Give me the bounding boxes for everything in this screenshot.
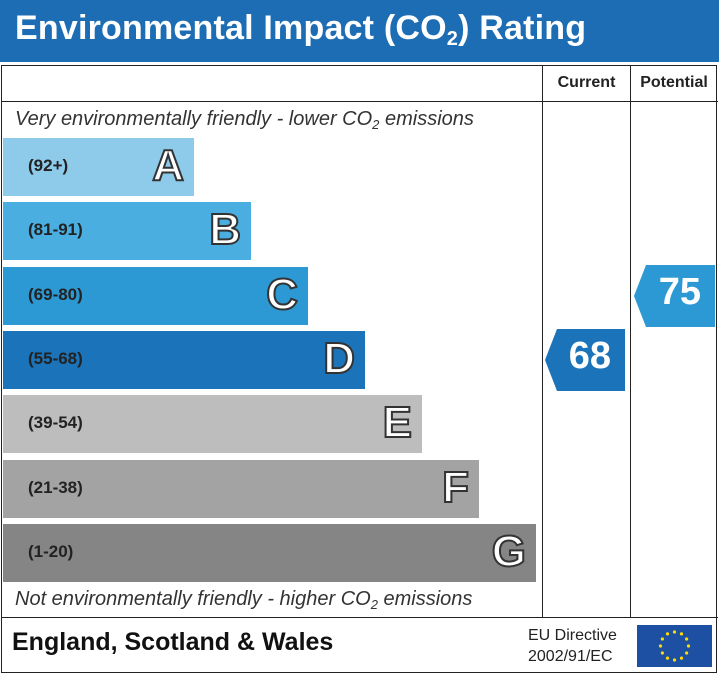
title-bar: Environmental Impact (CO2) Rating <box>0 0 719 62</box>
rating-range: (21-38) <box>28 477 83 497</box>
eu-star-icon <box>685 651 689 655</box>
current-column-header: Current <box>557 74 616 91</box>
rating-bar-g: (1-20) G <box>3 523 536 582</box>
rating-range: (92+) <box>28 156 69 175</box>
rating-bar-d: (55-68) D <box>3 330 365 389</box>
eu-star-icon <box>665 632 670 636</box>
eu-star-icon <box>679 656 684 660</box>
title-subscript: 2 <box>446 28 459 50</box>
eu-star-icon <box>672 658 677 662</box>
bottom-caption-sub: 2 <box>370 597 378 612</box>
bottom-caption-suffix: emissions <box>377 588 473 610</box>
rating-range: (39-54) <box>28 413 83 433</box>
rating-bar-f: (21-38) F <box>3 459 479 518</box>
rating-bar-a: (92+) A <box>3 138 194 196</box>
rating-letter: D <box>322 333 356 384</box>
rating-letter: F <box>441 462 470 513</box>
rating-letter: A <box>151 140 185 191</box>
rating-bar-c: (69-80) C <box>3 266 308 325</box>
potential-column-divider <box>630 65 631 617</box>
current-arrow-shape <box>545 328 625 391</box>
eu-star-icon <box>660 637 664 641</box>
bottom-caption-prefix: Not environmentally friendly - higher CO <box>15 588 371 610</box>
current-column-divider <box>542 65 543 617</box>
rating-range: (81-91) <box>28 220 83 240</box>
rating-range: (69-80) <box>28 284 83 304</box>
potential-rating-value: 75 <box>658 270 701 313</box>
rating-range: (55-68) <box>28 348 83 368</box>
eu-star-icon <box>685 637 689 641</box>
potential-column-header: Potential <box>640 74 708 91</box>
rating-letter: E <box>382 397 413 448</box>
title-prefix: Environmental Impact (CO <box>15 9 447 47</box>
eu-star-icon <box>665 656 670 660</box>
eu-star-icon <box>686 644 691 648</box>
top-caption-prefix: Very environmentally friendly - lower CO <box>15 108 373 130</box>
footer-divider <box>1 617 718 618</box>
potential-arrow-shape <box>634 264 715 327</box>
top-band-caption: Very environmentally friendly - lower CO… <box>15 108 474 132</box>
eu-star-icon <box>660 651 664 655</box>
rating-range: (1-20) <box>28 541 74 561</box>
current-rating-arrow: 68 <box>545 328 625 391</box>
rating-letter: G <box>491 526 527 577</box>
rating-bar-e: (39-54) E <box>3 395 422 454</box>
top-caption-suffix: emissions <box>379 108 474 130</box>
rating-letter: B <box>208 204 242 255</box>
bottom-band-caption: Not environmentally friendly - higher CO… <box>15 588 472 612</box>
region-label: England, Scotland & Wales <box>12 628 334 656</box>
eu-star-icon <box>658 644 663 648</box>
rating-letter: C <box>265 269 299 320</box>
rating-bar-b: (81-91) B <box>3 202 251 261</box>
eu-flag-icon <box>637 625 712 667</box>
eu-directive-number: 2002/91/EC <box>528 648 613 665</box>
eu-star-icon <box>672 630 677 634</box>
eu-directive-label: EU Directive <box>528 627 617 644</box>
eu-star-icon <box>679 632 684 636</box>
chart-frame <box>1 65 717 673</box>
top-caption-sub: 2 <box>372 117 380 132</box>
title-suffix: ) Rating <box>458 9 587 47</box>
current-rating-value: 68 <box>568 334 611 377</box>
chart-title: Environmental Impact (CO2) Rating <box>15 9 586 51</box>
header-divider <box>1 101 718 102</box>
potential-rating-arrow: 75 <box>634 264 715 327</box>
